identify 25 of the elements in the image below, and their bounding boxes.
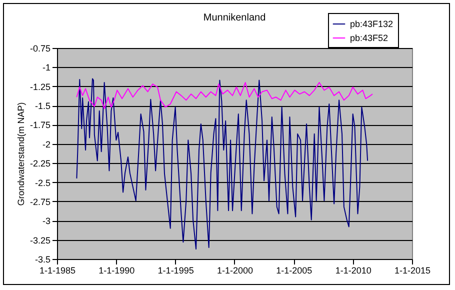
x-tick-label: 1-1-2005 <box>276 266 312 276</box>
y-axis-title: Grondwaterstand(m NAP) <box>16 102 26 206</box>
y-tick-label: -1 <box>42 62 50 73</box>
y-tick-label: -3.25 <box>30 235 50 246</box>
y-tick-label: -1.75 <box>30 120 50 130</box>
y-tick-label: -2.5 <box>34 178 50 188</box>
y-tick-label: -2.25 <box>30 158 50 169</box>
x-tick-label: 1-1-2000 <box>216 266 253 276</box>
line-series <box>76 82 374 110</box>
y-tick-label: -1.25 <box>30 82 50 92</box>
y-tick-label: -3.5 <box>34 254 50 264</box>
line-series <box>76 78 368 250</box>
x-tick-label: 1-1-1990 <box>98 266 135 276</box>
y-tick-label: -3 <box>42 216 50 226</box>
legend-label: pb:43F132 <box>350 19 394 29</box>
chart-title: Munnikenland <box>203 12 266 24</box>
y-tick-label: -2.75 <box>30 196 50 207</box>
x-tick-label: 1-1-1995 <box>158 266 194 276</box>
x-tick-label: 1-1-1985 <box>39 266 76 276</box>
x-tick-label: 1-1-2010 <box>335 266 372 276</box>
y-tick-label: -1.5 <box>34 101 50 112</box>
x-tick-label: 1-1-2015 <box>394 266 431 276</box>
y-tick-label: -2 <box>42 139 50 150</box>
legend-label: pb:43F52 <box>350 33 388 43</box>
y-tick-label: -0.75 <box>30 44 50 54</box>
